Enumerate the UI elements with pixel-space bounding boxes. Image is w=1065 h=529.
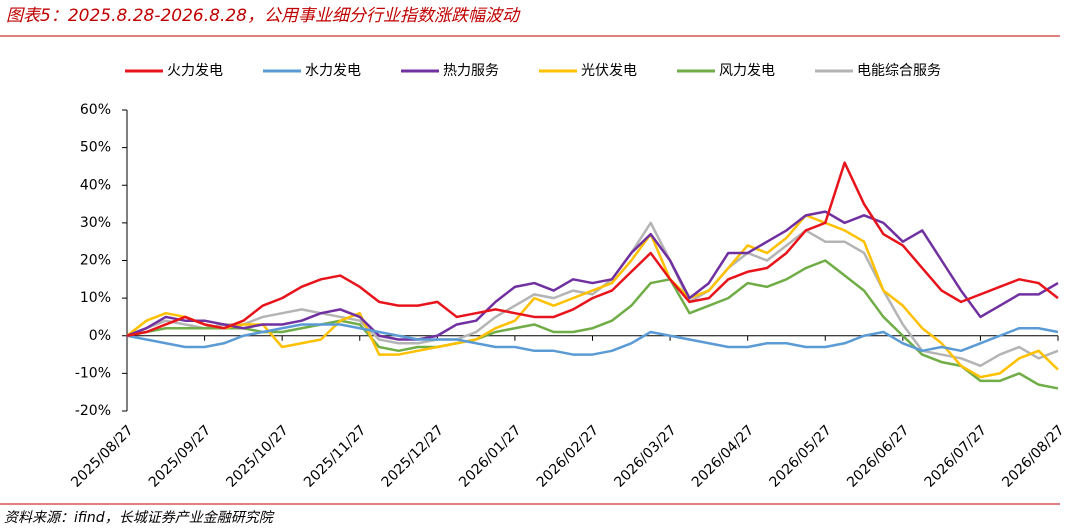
x-tick-label: 2026/03/27 — [611, 422, 679, 490]
x-tick-label: 2026/07/27 — [922, 422, 990, 490]
legend-label: 水力发电 — [305, 63, 361, 79]
x-tick-label: 2026/08/27 — [999, 422, 1065, 490]
x-tick-label: 2025/10/27 — [223, 422, 291, 490]
legend-label: 电能综合服务 — [857, 63, 941, 79]
series-line — [126, 221, 1059, 368]
x-tick-label: 2025/12/27 — [379, 422, 447, 490]
y-tick-label: 50% — [80, 140, 111, 156]
x-tick-label: 2026/04/27 — [689, 422, 757, 490]
legend-label: 热力服务 — [443, 63, 499, 79]
series-line — [126, 323, 1059, 356]
x-tick-label: 2026/05/27 — [767, 422, 835, 490]
y-tick-label: 10% — [80, 290, 111, 306]
y-tick-label: 0% — [89, 328, 111, 344]
legend-label: 光伏发电 — [581, 63, 637, 79]
legend-label: 火力发电 — [167, 63, 223, 79]
x-tick-label: 2025/11/27 — [301, 422, 369, 490]
x-tick-label: 2026/06/27 — [844, 422, 912, 490]
y-tick-label: 30% — [80, 215, 111, 231]
series-line — [126, 214, 1059, 379]
y-tick-label: -20% — [75, 403, 111, 419]
series-line — [126, 259, 1059, 390]
series-line — [126, 210, 1059, 341]
legend-label: 风力发电 — [719, 63, 775, 79]
y-tick-label: -10% — [75, 365, 111, 381]
x-tick-label: 2025/08/27 — [68, 422, 136, 490]
x-tick-label: 2025/09/27 — [146, 422, 214, 490]
chart-title: 图表5：2025.8.28-2026.8.28，公用事业细分行业指数涨跌幅波动 — [6, 6, 521, 26]
y-tick-label: 60% — [80, 102, 111, 118]
y-tick-label: 40% — [80, 177, 111, 193]
x-tick-label: 2026/01/27 — [456, 422, 524, 490]
y-tick-label: 20% — [80, 253, 111, 269]
source: 资料来源：ifind，长城证券产业金融研究院 — [4, 510, 275, 526]
series-line — [126, 161, 1059, 337]
x-tick-label: 2026/02/27 — [534, 422, 602, 490]
